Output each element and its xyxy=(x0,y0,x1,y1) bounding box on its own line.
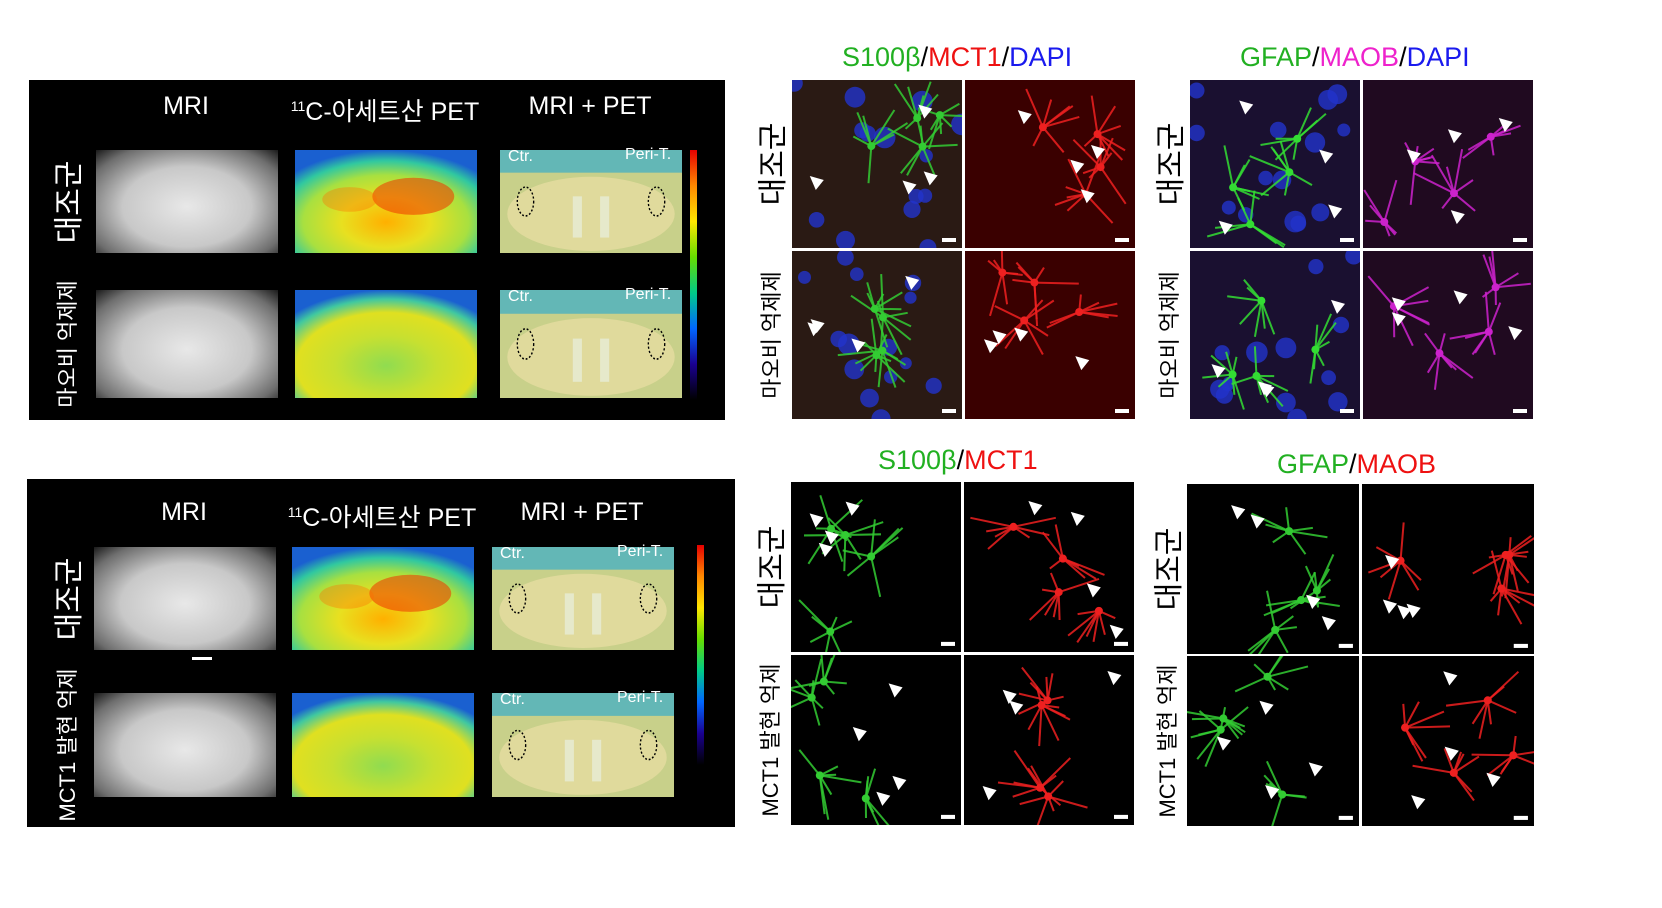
ctr-region-label: Ctr. xyxy=(508,288,533,305)
merged-channel-image xyxy=(791,482,961,652)
title-segment: / xyxy=(1001,42,1010,72)
row-label: 대조군 xyxy=(756,525,789,609)
row-label: 대조군 xyxy=(757,122,790,206)
color-scale-bar xyxy=(690,150,697,400)
row-label: 대조군 xyxy=(53,160,86,243)
title-segment: / xyxy=(1312,42,1320,72)
title-segment: GFAP xyxy=(1277,449,1350,479)
micro-panel-title: S100β/MCT1 xyxy=(878,445,1038,476)
single-channel-image xyxy=(1362,656,1534,826)
pet-column-title: C-아세트산 PET xyxy=(305,98,480,126)
merged-channel-image xyxy=(792,251,962,419)
title-segment: MAOB xyxy=(1356,449,1437,479)
single-channel-image xyxy=(1362,484,1534,654)
mri-image xyxy=(94,547,276,650)
ctr-region-label: Ctr. xyxy=(500,691,525,708)
title-segment: DAPI xyxy=(1009,42,1073,72)
row-label: 마오비 억제제 xyxy=(759,271,784,399)
overlay-column-header: MRI + PET xyxy=(520,498,644,526)
micro-panel-title: GFAP/MAOB xyxy=(1277,449,1436,480)
mri-column-header: MRI xyxy=(161,498,207,526)
peri-tumor-region-label: Peri-T. xyxy=(625,286,672,303)
overlay-column-header: MRI + PET xyxy=(528,92,652,120)
merged-channel-image xyxy=(1187,484,1359,654)
micro-panel-title: S100β/MCT1/DAPI xyxy=(842,42,1072,73)
mri-pet-overlay-image xyxy=(492,693,674,797)
row-label: 마오비 억제제 xyxy=(55,280,80,408)
pet-column-title: C-아세트산 PET xyxy=(302,504,477,532)
color-scale-bar xyxy=(697,545,704,765)
mri-image xyxy=(96,290,278,398)
pet-isotope-superscript: 11 xyxy=(287,504,303,520)
row-label: 대조군 xyxy=(1153,527,1186,611)
row-label: MCT1 발현 억제 xyxy=(758,663,783,817)
title-segment: / xyxy=(956,445,965,475)
title-segment: MCT1 xyxy=(928,42,1002,72)
row-label: 대조군 xyxy=(53,557,86,640)
peri-tumor-region-label: Peri-T. xyxy=(625,146,672,163)
mri-pet-overlay-image xyxy=(500,290,682,398)
pet-image xyxy=(295,150,477,253)
mri-image xyxy=(96,150,278,253)
pet-image xyxy=(295,290,477,398)
merged-channel-image xyxy=(792,80,962,248)
peri-tumor-region-label: Peri-T. xyxy=(617,543,664,560)
merged-channel-image xyxy=(1190,80,1360,248)
mri-pet-overlay-image xyxy=(500,150,682,253)
merged-channel-image xyxy=(1190,251,1360,419)
merged-channel-image xyxy=(1187,656,1359,826)
title-segment: MAOB xyxy=(1319,42,1400,72)
pet-image xyxy=(292,693,474,797)
mri-image xyxy=(94,693,276,797)
row-label: 대조군 xyxy=(1155,122,1188,206)
title-segment: S100β xyxy=(878,445,957,475)
single-channel-image xyxy=(1363,80,1533,248)
pet-column-header: 11C-아세트산 PET xyxy=(262,498,502,534)
ctr-region-label: Ctr. xyxy=(500,545,525,562)
mri-pet-overlay-image xyxy=(492,547,674,650)
row-label: 마오비 억제제 xyxy=(1157,271,1182,399)
title-segment: / xyxy=(1349,449,1357,479)
title-segment: GFAP xyxy=(1240,42,1313,72)
title-segment: DAPI xyxy=(1406,42,1470,72)
single-channel-image xyxy=(964,655,1134,825)
title-segment: / xyxy=(1399,42,1407,72)
title-segment: MCT1 xyxy=(964,445,1038,475)
micro-panel-title: GFAP/MAOB/DAPI xyxy=(1240,42,1470,73)
scale-bar xyxy=(192,657,212,660)
merged-channel-image xyxy=(791,655,961,825)
title-segment: S100β xyxy=(842,42,921,72)
pet-image xyxy=(292,547,474,650)
single-channel-image xyxy=(1363,251,1533,419)
mri-column-header: MRI xyxy=(163,92,209,120)
single-channel-image xyxy=(965,251,1135,419)
pet-column-header: 11C-아세트산 PET xyxy=(265,92,505,128)
peri-tumor-region-label: Peri-T. xyxy=(617,689,664,706)
ctr-region-label: Ctr. xyxy=(508,148,533,165)
title-segment: / xyxy=(920,42,929,72)
single-channel-image xyxy=(964,482,1134,652)
single-channel-image xyxy=(965,80,1135,248)
pet-isotope-superscript: 11 xyxy=(290,98,306,114)
row-label: MCT1 발현 억제 xyxy=(1155,664,1180,818)
row-label: MCT1 발현 억제 xyxy=(55,668,80,822)
